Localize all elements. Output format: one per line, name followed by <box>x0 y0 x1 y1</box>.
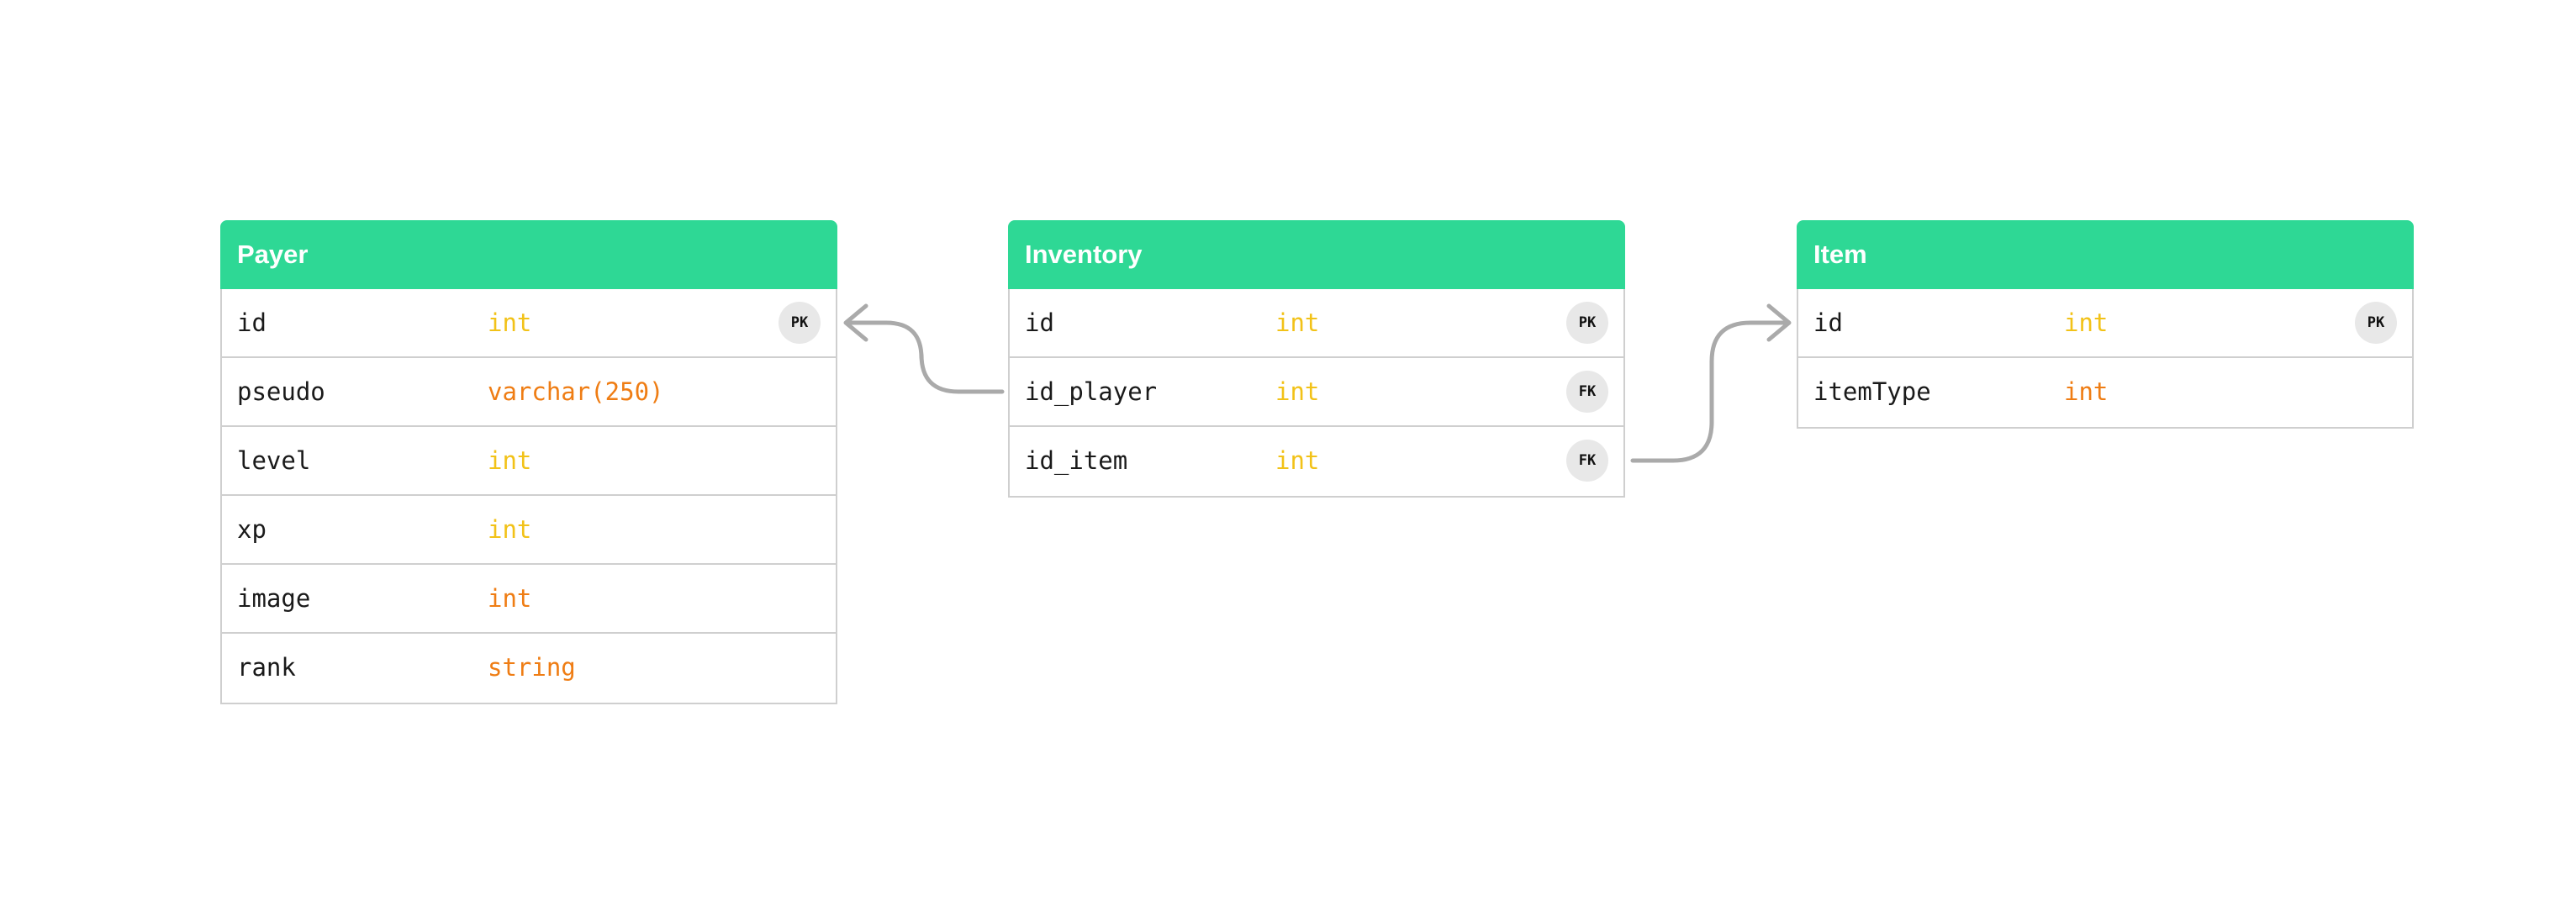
table-columns-inventory: id int PK id_player int FK id_item int F… <box>1008 289 1625 498</box>
column-row-inventory-id-item[interactable]: id_item int FK <box>1010 427 1623 496</box>
column-type: int <box>1275 446 1320 475</box>
primary-key-badge: PK <box>2355 302 2397 344</box>
arrow-head-icon <box>843 303 868 342</box>
table-item[interactable]: Item id int PK itemType int <box>1797 220 2414 429</box>
column-row-inventory-id[interactable]: id int PK <box>1010 289 1623 358</box>
column-row-payer-xp[interactable]: xp int <box>222 496 836 565</box>
column-row-payer-image[interactable]: image int <box>222 565 836 634</box>
column-type: int <box>1275 377 1320 406</box>
table-columns-item: id int PK itemType int <box>1797 289 2414 429</box>
table-header-item[interactable]: Item <box>1797 220 2414 289</box>
column-name: itemType <box>1813 377 1931 406</box>
table-header-inventory[interactable]: Inventory <box>1008 220 1625 289</box>
column-type: int <box>1275 308 1320 337</box>
primary-key-badge: PK <box>1566 302 1608 344</box>
column-name: id_item <box>1025 446 1128 475</box>
table-payer[interactable]: Payer id int PK pseudo varchar(250) leve… <box>220 220 837 704</box>
primary-key-badge: PK <box>779 302 821 344</box>
column-type: int <box>488 515 532 544</box>
column-name: image <box>237 584 311 613</box>
column-row-payer-rank[interactable]: rank string <box>222 634 836 703</box>
column-name: pseudo <box>237 377 325 406</box>
column-type: int <box>2064 308 2109 337</box>
column-row-payer-id[interactable]: id int PK <box>222 289 836 358</box>
foreign-key-badge: FK <box>1566 440 1608 482</box>
column-row-item-id[interactable]: id int PK <box>1798 289 2412 358</box>
column-name: rank <box>237 653 296 682</box>
column-name: id <box>1813 308 1843 337</box>
table-inventory[interactable]: Inventory id int PK id_player int FK id_… <box>1008 220 1625 498</box>
column-type: int <box>488 308 532 337</box>
column-row-inventory-id-player[interactable]: id_player int FK <box>1010 358 1623 427</box>
table-columns-payer: id int PK pseudo varchar(250) level int … <box>220 289 837 704</box>
column-name: id_player <box>1025 377 1158 406</box>
relation-line-inventory-id-player-to-payer-id[interactable] <box>847 320 1005 394</box>
column-row-item-itemtype[interactable]: itemType int <box>1798 358 2412 427</box>
column-type: varchar(250) <box>488 377 664 406</box>
foreign-key-badge: FK <box>1566 371 1608 413</box>
relation-line-inventory-id-item-to-item-id[interactable] <box>1630 320 1788 463</box>
column-name: id <box>1025 308 1054 337</box>
column-name: id <box>237 308 267 337</box>
column-type: string <box>488 653 576 682</box>
column-row-payer-pseudo[interactable]: pseudo varchar(250) <box>222 358 836 427</box>
arrow-head-icon <box>1766 303 1792 342</box>
column-name: xp <box>237 515 267 544</box>
column-type: int <box>488 446 532 475</box>
column-row-payer-level[interactable]: level int <box>222 427 836 496</box>
column-name: level <box>237 446 311 475</box>
column-type: int <box>488 584 532 613</box>
table-header-payer[interactable]: Payer <box>220 220 837 289</box>
column-type: int <box>2064 377 2109 406</box>
